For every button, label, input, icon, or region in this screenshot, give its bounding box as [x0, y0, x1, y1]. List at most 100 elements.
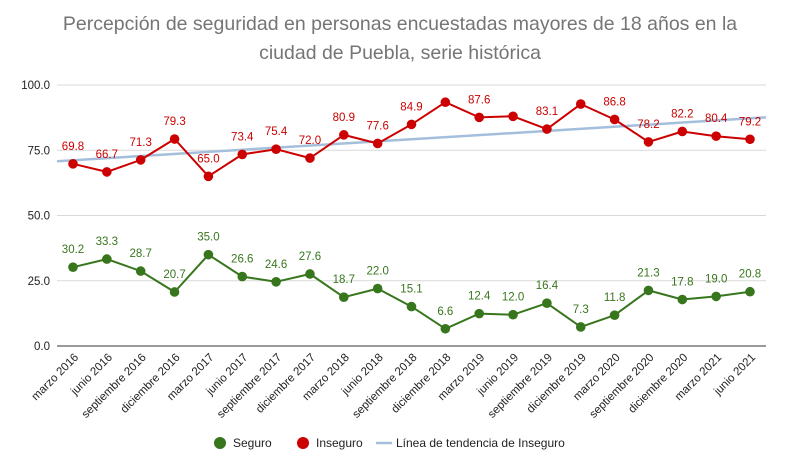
- data-point-seguro: [508, 309, 518, 320]
- data-point-seguro: [575, 322, 586, 332]
- data-point-inseguro: [169, 134, 180, 144]
- x-tick-label: diciembre 2017: [254, 352, 318, 416]
- data-label-seguro: 12.4: [468, 291, 491, 303]
- data-point-seguro: [711, 291, 721, 302]
- data-label-seguro: 22.0: [366, 266, 388, 278]
- data-point-seguro: [135, 266, 146, 276]
- data-point-seguro: [237, 271, 248, 282]
- x-tick-label: diciembre 2019: [525, 352, 589, 416]
- data-point-seguro: [203, 249, 214, 260]
- data-label-inseguro: 80.9: [333, 112, 355, 124]
- x-tick-label: diciembre 2016: [119, 352, 183, 416]
- data-point-inseguro: [643, 137, 654, 147]
- data-point-inseguro: [406, 119, 417, 130]
- data-label-inseguro: 65.0: [197, 153, 219, 165]
- data-point-seguro: [440, 323, 451, 334]
- data-label-inseguro: 83.1: [536, 106, 558, 118]
- data-label-inseguro: 66.7: [96, 149, 118, 161]
- y-tick-label: 25.0: [28, 276, 50, 288]
- data-label-seguro: 19.0: [705, 273, 727, 285]
- data-label-seguro: 20.8: [739, 269, 761, 281]
- data-label-seguro: 18.7: [333, 274, 355, 286]
- legend-label: Inseguro: [316, 436, 363, 450]
- data-label-seguro: 28.7: [130, 248, 152, 260]
- data-label-seguro: 7.3: [573, 304, 589, 316]
- x-tick-label: marzo 2016: [30, 352, 81, 403]
- data-label-seguro: 27.6: [299, 251, 321, 263]
- data-label-inseguro: 86.8: [603, 96, 625, 108]
- legend-marker: [214, 437, 226, 449]
- data-label-inseguro: 69.8: [62, 141, 84, 153]
- data-point-inseguro: [440, 97, 451, 108]
- data-label-inseguro: 82.2: [671, 108, 693, 120]
- data-label-inseguro: 71.3: [130, 137, 152, 149]
- data-point-inseguro: [474, 112, 485, 123]
- data-label-seguro: 35.0: [197, 232, 219, 244]
- data-label-seguro: 17.8: [671, 277, 693, 289]
- data-point-seguro: [677, 294, 688, 305]
- data-label-inseguro: 87.6: [468, 94, 490, 106]
- legend-label: Seguro: [233, 436, 272, 450]
- data-label-inseguro: 78.2: [637, 119, 659, 131]
- data-point-seguro: [305, 269, 315, 279]
- data-label-seguro: 11.8: [604, 292, 626, 304]
- data-label-inseguro: 77.6: [366, 120, 388, 132]
- data-point-inseguro: [745, 134, 755, 145]
- data-point-inseguro: [102, 167, 112, 177]
- data-point-seguro: [542, 298, 552, 308]
- x-tick-label: diciembre 2020: [626, 352, 690, 416]
- data-point-seguro: [102, 254, 112, 264]
- data-point-inseguro: [237, 149, 248, 160]
- legend-label: Línea de tendencia de Inseguro: [396, 436, 565, 450]
- data-point-seguro: [406, 301, 417, 312]
- data-point-seguro: [339, 292, 349, 302]
- data-point-seguro: [474, 308, 485, 319]
- data-label-inseguro: 80.4: [705, 113, 728, 125]
- data-point-inseguro: [711, 131, 721, 141]
- data-point-seguro: [271, 276, 281, 287]
- data-point-seguro: [745, 286, 755, 297]
- data-point-inseguro: [339, 130, 349, 140]
- chart-title-line-2: ciudad de Puebla, serie histórica: [259, 42, 541, 64]
- x-tick-label: diciembre 2018: [389, 352, 453, 416]
- data-label-inseguro: 79.2: [739, 116, 761, 128]
- data-point-inseguro: [305, 153, 315, 163]
- data-point-seguro: [68, 262, 78, 272]
- data-label-inseguro: 75.4: [265, 126, 288, 138]
- data-label-seguro: 12.0: [502, 292, 524, 304]
- data-label-seguro: 24.6: [265, 259, 287, 271]
- data-label-seguro: 30.2: [62, 244, 84, 256]
- y-tick-label: 50.0: [28, 211, 50, 223]
- y-tick-label: 75.0: [28, 145, 50, 157]
- data-label-inseguro: 73.4: [231, 131, 254, 143]
- data-point-inseguro: [271, 144, 281, 155]
- data-label-seguro: 15.1: [400, 284, 422, 296]
- data-label-seguro: 20.7: [163, 269, 185, 281]
- data-point-seguro: [643, 285, 654, 296]
- data-label-seguro: 33.3: [96, 236, 118, 248]
- data-point-seguro: [169, 287, 180, 297]
- data-point-inseguro: [609, 114, 620, 125]
- data-point-inseguro: [508, 111, 518, 122]
- data-label-inseguro: 84.9: [400, 101, 422, 113]
- legend-marker: [297, 437, 309, 449]
- data-point-inseguro: [135, 155, 146, 165]
- data-point-seguro: [372, 283, 383, 294]
- data-point-inseguro: [575, 99, 586, 109]
- data-point-inseguro: [68, 159, 78, 169]
- data-label-seguro: 16.4: [536, 280, 559, 292]
- data-label-seguro: 21.3: [637, 267, 659, 279]
- y-tick-label: 0.0: [34, 341, 50, 353]
- trendline: [56, 116, 767, 163]
- data-label-inseguro: 79.3: [163, 116, 185, 128]
- data-label-inseguro: 72.0: [299, 135, 321, 147]
- data-point-inseguro: [203, 171, 214, 182]
- data-point-inseguro: [542, 124, 552, 134]
- chart-title: Percepción de seguridad en personas encu…: [0, 10, 800, 68]
- chart-title-line-1: Percepción de seguridad en personas encu…: [62, 13, 738, 35]
- data-label-seguro: 6.6: [437, 306, 453, 318]
- data-label-seguro: 26.6: [231, 254, 253, 266]
- data-point-inseguro: [677, 126, 688, 137]
